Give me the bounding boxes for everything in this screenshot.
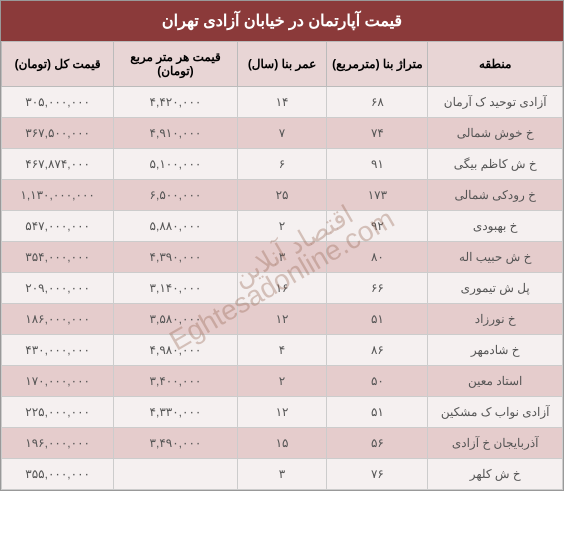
header-region: منطقه xyxy=(428,42,563,87)
cell-area: ۵۱ xyxy=(327,397,428,428)
table-row: آزادی توحید ک آرمان۶۸۱۴۴,۴۲۰,۰۰۰۳۰۵,۰۰۰,… xyxy=(2,87,563,118)
cell-total: ۲۰۹,۰۰۰,۰۰۰ xyxy=(2,273,114,304)
cell-age: ۲ xyxy=(237,366,327,397)
cell-age: ۱۴ xyxy=(237,87,327,118)
cell-total: ۵۴۷,۰۰۰,۰۰۰ xyxy=(2,211,114,242)
header-price-sqm: قیمت هر متر مربع (تومان) xyxy=(114,42,237,87)
cell-region: آزادی توحید ک آرمان xyxy=(428,87,563,118)
cell-price_sqm: ۴,۳۳۰,۰۰۰ xyxy=(114,397,237,428)
cell-total: ۲۲۵,۰۰۰,۰۰۰ xyxy=(2,397,114,428)
cell-region: خ بهبودی xyxy=(428,211,563,242)
cell-total: ۳۵۴,۰۰۰,۰۰۰ xyxy=(2,242,114,273)
cell-total: ۱۹۶,۰۰۰,۰۰۰ xyxy=(2,428,114,459)
cell-total: ۳۶۷,۵۰۰,۰۰۰ xyxy=(2,118,114,149)
cell-age: ۲ xyxy=(237,211,327,242)
cell-area: ۷۴ xyxy=(327,118,428,149)
cell-region: خ نورزاد xyxy=(428,304,563,335)
price-table-container: قیمت آپارتمان در خیابان آزادی تهران منطق… xyxy=(0,0,564,491)
cell-total: ۳۵۵,۰۰۰,۰۰۰ xyxy=(2,459,114,490)
cell-age: ۳ xyxy=(237,459,327,490)
cell-price_sqm: ۵,۸۸۰,۰۰۰ xyxy=(114,211,237,242)
cell-price_sqm: ۴,۹۱۰,۰۰۰ xyxy=(114,118,237,149)
cell-age: ۷ xyxy=(237,118,327,149)
table-row: خ خوش شمالی۷۴۷۴,۹۱۰,۰۰۰۳۶۷,۵۰۰,۰۰۰ xyxy=(2,118,563,149)
cell-total: ۱۷۰,۰۰۰,۰۰۰ xyxy=(2,366,114,397)
header-total: قیمت کل (تومان) xyxy=(2,42,114,87)
table-row: خ ش حبیب اله۸۰۳۴,۳۹۰,۰۰۰۳۵۴,۰۰۰,۰۰۰ xyxy=(2,242,563,273)
cell-area: ۶۶ xyxy=(327,273,428,304)
cell-age: ۱۵ xyxy=(237,428,327,459)
cell-region: استاد معین xyxy=(428,366,563,397)
table-title: قیمت آپارتمان در خیابان آزادی تهران xyxy=(1,1,563,41)
cell-total: ۴۶۷,۸۷۴,۰۰۰ xyxy=(2,149,114,180)
cell-price_sqm: ۴,۹۸۰,۰۰۰ xyxy=(114,335,237,366)
price-table: منطقه متراژ بنا (مترمربع) عمر بنا (سال) … xyxy=(1,41,563,490)
table-row: خ رودکی شمالی۱۷۳۲۵۶,۵۰۰,۰۰۰۱,۱۳۰,۰۰۰,۰۰۰ xyxy=(2,180,563,211)
table-row: خ شادمهر۸۶۴۴,۹۸۰,۰۰۰۴۳۰,۰۰۰,۰۰۰ xyxy=(2,335,563,366)
cell-price_sqm: ۳,۱۴۰,۰۰۰ xyxy=(114,273,237,304)
table-row: خ بهبودی۹۲۲۵,۸۸۰,۰۰۰۵۴۷,۰۰۰,۰۰۰ xyxy=(2,211,563,242)
cell-area: ۱۷۳ xyxy=(327,180,428,211)
cell-area: ۵۶ xyxy=(327,428,428,459)
table-row: آزادی نواب ک مشکین۵۱۱۲۴,۳۳۰,۰۰۰۲۲۵,۰۰۰,۰… xyxy=(2,397,563,428)
table-row: استاد معین۵۰۲۳,۴۰۰,۰۰۰۱۷۰,۰۰۰,۰۰۰ xyxy=(2,366,563,397)
cell-region: خ رودکی شمالی xyxy=(428,180,563,211)
cell-price_sqm: ۳,۴۰۰,۰۰۰ xyxy=(114,366,237,397)
table-row: خ نورزاد۵۱۱۲۳,۵۸۰,۰۰۰۱۸۶,۰۰۰,۰۰۰ xyxy=(2,304,563,335)
header-row: منطقه متراژ بنا (مترمربع) عمر بنا (سال) … xyxy=(2,42,563,87)
cell-region: خ خوش شمالی xyxy=(428,118,563,149)
cell-price_sqm: ۳,۵۸۰,۰۰۰ xyxy=(114,304,237,335)
cell-area: ۹۲ xyxy=(327,211,428,242)
cell-price_sqm: ۴,۳۹۰,۰۰۰ xyxy=(114,242,237,273)
cell-age: ۴ xyxy=(237,335,327,366)
cell-region: آزادی نواب ک مشکین xyxy=(428,397,563,428)
cell-area: ۵۱ xyxy=(327,304,428,335)
cell-area: ۵۰ xyxy=(327,366,428,397)
cell-area: ۸۶ xyxy=(327,335,428,366)
cell-area: ۹۱ xyxy=(327,149,428,180)
cell-region: پل ش تیموری xyxy=(428,273,563,304)
table-row: خ ش کلهر۷۶۳ ۳۵۵,۰۰۰,۰۰۰ xyxy=(2,459,563,490)
cell-age: ۳ xyxy=(237,242,327,273)
cell-price_sqm xyxy=(114,459,237,490)
cell-age: ۲۵ xyxy=(237,180,327,211)
cell-total: ۴۳۰,۰۰۰,۰۰۰ xyxy=(2,335,114,366)
cell-age: ۱۶ xyxy=(237,273,327,304)
cell-age: ۱۲ xyxy=(237,304,327,335)
cell-area: ۷۶ xyxy=(327,459,428,490)
cell-area: ۶۸ xyxy=(327,87,428,118)
cell-total: ۳۰۵,۰۰۰,۰۰۰ xyxy=(2,87,114,118)
table-row: خ ش کاظم بیگی۹۱۶۵,۱۰۰,۰۰۰۴۶۷,۸۷۴,۰۰۰ xyxy=(2,149,563,180)
table-row: آذربایجان خ آزادی۵۶۱۵۳,۴۹۰,۰۰۰۱۹۶,۰۰۰,۰۰… xyxy=(2,428,563,459)
cell-age: ۶ xyxy=(237,149,327,180)
cell-age: ۱۲ xyxy=(237,397,327,428)
cell-area: ۸۰ xyxy=(327,242,428,273)
cell-region: خ ش حبیب اله xyxy=(428,242,563,273)
cell-price_sqm: ۳,۴۹۰,۰۰۰ xyxy=(114,428,237,459)
header-area: متراژ بنا (مترمربع) xyxy=(327,42,428,87)
cell-price_sqm: ۶,۵۰۰,۰۰۰ xyxy=(114,180,237,211)
cell-region: آذربایجان خ آزادی xyxy=(428,428,563,459)
table-row: پل ش تیموری۶۶۱۶۳,۱۴۰,۰۰۰۲۰۹,۰۰۰,۰۰۰ xyxy=(2,273,563,304)
cell-region: خ ش کلهر xyxy=(428,459,563,490)
cell-region: خ ش کاظم بیگی xyxy=(428,149,563,180)
cell-price_sqm: ۵,۱۰۰,۰۰۰ xyxy=(114,149,237,180)
cell-price_sqm: ۴,۴۲۰,۰۰۰ xyxy=(114,87,237,118)
cell-total: ۱۸۶,۰۰۰,۰۰۰ xyxy=(2,304,114,335)
header-age: عمر بنا (سال) xyxy=(237,42,327,87)
cell-region: خ شادمهر xyxy=(428,335,563,366)
cell-total: ۱,۱۳۰,۰۰۰,۰۰۰ xyxy=(2,180,114,211)
